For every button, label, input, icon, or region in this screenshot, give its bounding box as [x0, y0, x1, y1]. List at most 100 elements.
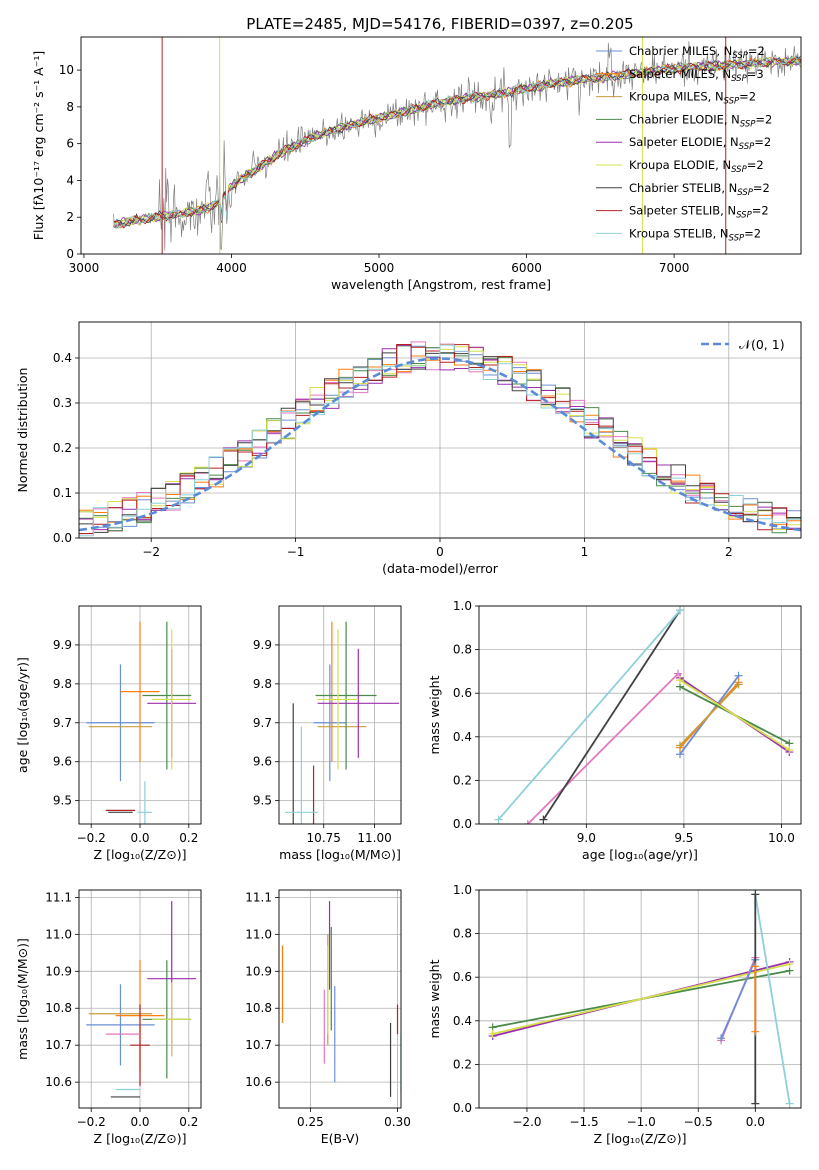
- x-tick-label: 0.0: [130, 1115, 149, 1129]
- y-tick-label: 0.3: [53, 396, 72, 410]
- x-tick-label: −1.5: [569, 1115, 598, 1129]
- y-tick-label: 9.5: [253, 794, 272, 808]
- weight-marker: [676, 676, 685, 685]
- y-tick-label: 0.4: [453, 730, 472, 744]
- y-tick-label: 10.8: [245, 1001, 272, 1015]
- plot-area: [86, 621, 197, 824]
- x-tick-label: 9.0: [577, 831, 596, 845]
- weight-line: [679, 679, 790, 751]
- y-tick-label: 9.7: [253, 716, 272, 730]
- plot-area: [79, 341, 801, 537]
- y-tick-label: 9.6: [53, 755, 72, 769]
- weight-marker: [751, 1099, 760, 1108]
- y-tick-label: 0.2: [453, 773, 472, 787]
- x-axis-label: Z [log₁₀(Z/Z⊙)]: [94, 1131, 187, 1146]
- y-tick-label: 10.7: [245, 1038, 272, 1052]
- x-axis-label: (data-model)/error: [382, 561, 499, 576]
- axes-frame: [78, 321, 802, 539]
- x-axis-label: wavelength [Angstrom, rest frame]: [331, 277, 551, 292]
- y-tick-label: 10.6: [245, 1075, 272, 1089]
- weight-marker: [488, 1029, 497, 1038]
- model-spectrum: [113, 56, 801, 229]
- plot-area: [488, 890, 794, 1108]
- weight-vs-metallicity-panel: −2.0 −1.5 −1.0 −0.5 0.0 0.0 0.2 0.4 0.6 0.8 1.0 Z […: [427, 883, 802, 1146]
- x-tick-label: −0.5: [684, 1115, 713, 1129]
- weight-line: [679, 683, 740, 747]
- y-tick-label: 0.4: [453, 1014, 472, 1028]
- x-axis-label: age [log₁₀(age/yr)]: [582, 847, 698, 862]
- axes-frame: [78, 889, 202, 1109]
- y-tick-label: 11.0: [45, 927, 72, 941]
- y-tick-label: 0.8: [453, 927, 472, 941]
- weight-marker: [539, 815, 548, 824]
- y-tick-label: 9.8: [53, 677, 72, 691]
- legend-label: Chabrier STELIB, NSSP=2: [629, 181, 770, 198]
- legend-label: Kroupa MILES, NSSP=2: [629, 90, 756, 107]
- weight-marker: [523, 820, 532, 824]
- legend-label: Chabrier ELODIE, NSSP=2: [629, 112, 772, 129]
- y-axis-label: mass [log₁₀(M/M⊙)]: [15, 938, 30, 1060]
- weight-marker: [751, 962, 760, 971]
- x-tick-label: 10.75: [307, 831, 341, 845]
- weight-line: [527, 672, 679, 824]
- axes-frame: [278, 889, 402, 1109]
- x-tick-label: 4000: [216, 261, 247, 275]
- y-tick-label: 11.1: [45, 890, 72, 904]
- weight-marker: [717, 1034, 726, 1043]
- mass-vs-ebv-panel: 0.25 0.30 10.6 10.7 10.8 10.9 11.0 11.1 E(B-V): [245, 889, 411, 1146]
- y-tick-label: 10.9: [245, 964, 272, 978]
- x-tick-label: 0.0: [746, 1115, 765, 1129]
- y-tick-label: 9.9: [253, 638, 272, 652]
- weight-marker: [676, 741, 685, 750]
- x-tick-label: −0.2: [77, 831, 106, 845]
- weight-marker: [674, 669, 683, 678]
- y-tick-label: 10.9: [45, 964, 72, 978]
- weight-marker: [785, 1099, 794, 1108]
- grid-lines: [279, 606, 401, 824]
- y-axis-label: age [log₁₀(age/yr)]: [15, 657, 30, 773]
- x-tick-label: −2: [142, 545, 160, 559]
- figure-title: PLATE=2485, MJD=54176, FIBERID=0397, z=0…: [246, 15, 633, 33]
- legend-label: Salpeter MILES, NSSP=3: [629, 67, 764, 84]
- y-axis-label: mass weight: [427, 959, 442, 1038]
- y-tick-label: 10.7: [45, 1038, 72, 1052]
- legend-label: Kroupa STELIB, NSSP=2: [629, 226, 761, 243]
- x-tick-label: 0.2: [179, 1115, 198, 1129]
- mass-vs-metallicity-panel: −0.2 0.0 0.2 10.6 10.7 10.8 10.9 11.0 11.1 Z [log…: [15, 889, 202, 1146]
- residual-histogram: [79, 344, 801, 537]
- x-tick-label: −0.2: [77, 1115, 106, 1129]
- x-axis-label: E(B-V): [321, 1131, 360, 1146]
- x-tick-label: 7000: [659, 261, 690, 275]
- x-tick-label: 0.25: [297, 1115, 324, 1129]
- axes-frame: [278, 605, 402, 825]
- y-tick-label: 8: [66, 100, 74, 114]
- x-tick-label: 10.0: [768, 831, 795, 845]
- y-tick-label: 0.6: [453, 686, 472, 700]
- x-tick-label: 9.5: [674, 831, 693, 845]
- age-vs-metallicity-panel: −0.2 0.0 0.2 9.5 9.6 9.7 9.8 9.9 Z [log₁₀(Z/Z⊙)]…: [15, 605, 202, 862]
- axes-frame: [80, 36, 802, 255]
- weight-line: [542, 609, 681, 821]
- x-tick-label: 0.2: [179, 831, 198, 845]
- age-vs-mass-panel: 10.75 11.00 9.5 9.6 9.7 9.8 9.9 mass [log₁₀(M/M…: [253, 605, 402, 862]
- weight-marker: [785, 960, 794, 969]
- grid-lines: [479, 605, 801, 825]
- y-tick-label: 0: [66, 247, 74, 261]
- x-axis-label: Z [log₁₀(Z/Z⊙)]: [94, 847, 187, 862]
- weight-marker: [751, 1027, 760, 1036]
- weight-vs-age-panel: 9.0 9.5 10.0 0.0 0.2 0.4 0.6 0.8 1.0 age [log₁₀(a…: [427, 599, 802, 862]
- y-tick-label: 0.6: [453, 970, 472, 984]
- x-tick-label: 1: [581, 545, 589, 559]
- x-tick-label: −1.0: [627, 1115, 656, 1129]
- weight-marker: [751, 890, 760, 899]
- y-axis-label: Flux [fλ10⁻¹⁷ erg cm⁻² s⁻¹ A⁻¹]: [31, 51, 46, 240]
- weight-line: [492, 963, 790, 1035]
- x-tick-label: 0.0: [130, 831, 149, 845]
- weight-line: [754, 894, 791, 1104]
- y-tick-label: 10.8: [45, 1001, 72, 1015]
- x-tick-label: 0.30: [384, 1115, 411, 1129]
- y-tick-label: 0.8: [453, 643, 472, 657]
- plot-area: [113, 37, 801, 254]
- weight-marker: [494, 815, 503, 824]
- y-tick-label: 9.6: [253, 755, 272, 769]
